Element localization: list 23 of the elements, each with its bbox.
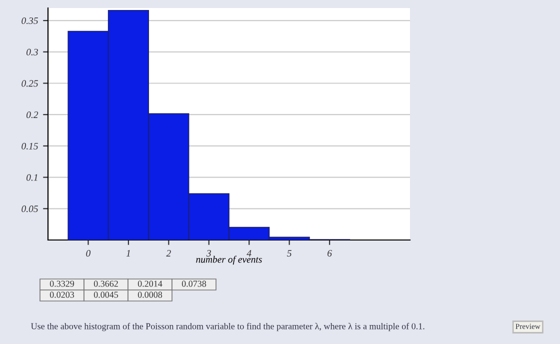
y-tick-label: 0.3 (26, 48, 38, 56)
text: 0.0203 (50, 292, 74, 298)
text: 0.0008 (138, 292, 162, 298)
x-tick-label: 6 (328, 250, 332, 257)
x-tick-label: 0 (86, 250, 91, 257)
y-tick-label: 0.2 (26, 112, 38, 118)
text: 0.0045 (94, 292, 118, 298)
y-tick-label: 0.15 (22, 142, 38, 150)
y-tick-label: 0.05 (22, 206, 38, 212)
y-tick-label: 0.35 (22, 17, 38, 24)
x-tick-label: 1 (126, 250, 130, 256)
text: Use the above histogram of the Poisson random variable to find the parameter λ, where λ is a multiple of 0.1. (30, 322, 424, 332)
x-tick-label: 3 (206, 250, 211, 257)
x-axis-title: number of events (196, 256, 262, 265)
y-tick-label: 0.25 (22, 80, 38, 87)
text: 0.2014 (138, 280, 162, 287)
text: 0.3329 (50, 280, 74, 287)
x-tick-label: 2 (166, 250, 171, 256)
x-tick-label: 4 (246, 250, 252, 256)
x-tick-label: 5 (287, 250, 292, 257)
text: 0.3662 (94, 280, 118, 287)
text: 0.0738 (182, 280, 206, 287)
y-tick-label: 0.1 (26, 174, 38, 181)
